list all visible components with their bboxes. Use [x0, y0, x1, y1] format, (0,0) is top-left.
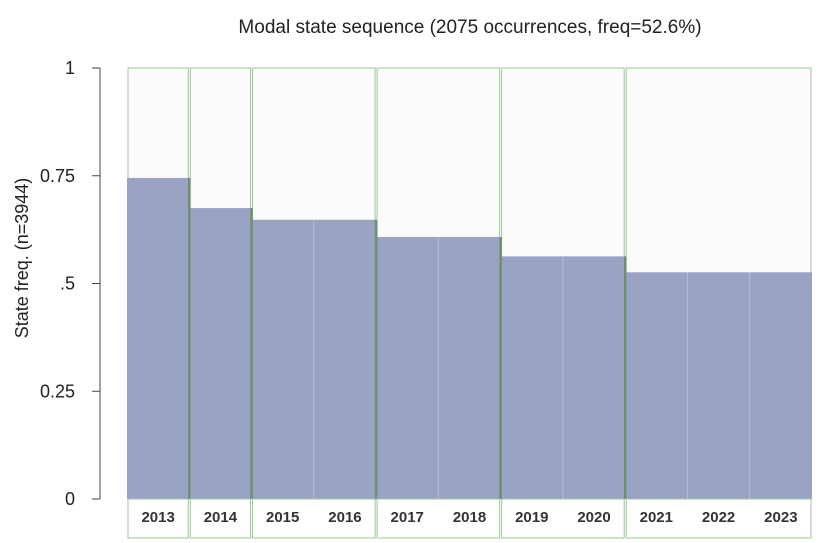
y-tick-label: 1	[65, 58, 75, 78]
x-category-box	[625, 498, 812, 539]
x-tick-label: 2021	[640, 509, 673, 526]
x-category-box	[252, 498, 376, 539]
bar-2020	[562, 256, 626, 499]
y-axis-label: State freq. (n=3944)	[12, 178, 32, 339]
y-axis: 0 0.25 .5 0.75 1	[40, 58, 101, 509]
bar-2017	[376, 236, 439, 499]
x-tick-label: 2019	[515, 509, 548, 526]
y-tick-label: .5	[60, 274, 75, 294]
bar-2016	[313, 219, 377, 499]
bar-2023	[749, 272, 812, 499]
y-tick-label: 0.75	[40, 166, 75, 186]
x-category-box	[127, 498, 189, 539]
x-tick-label: 2022	[702, 509, 735, 526]
x-axis: 2013 2014 2015 2016 2017 2018 2019 2020 2021 2022…	[127, 498, 812, 539]
x-tick-label: 2016	[328, 509, 361, 526]
bar-2021	[625, 272, 688, 499]
bar-2018	[438, 236, 501, 499]
x-category-box	[189, 498, 252, 539]
x-tick-label: 2020	[577, 509, 610, 526]
x-tick-label: 2015	[266, 509, 299, 526]
x-category-box	[376, 498, 501, 539]
bar-2019	[500, 256, 563, 499]
bar-2013	[127, 177, 190, 499]
x-tick-label: 2017	[391, 509, 424, 526]
x-tick-label: 2013	[141, 509, 174, 526]
y-tick-label: 0.25	[40, 381, 75, 401]
bar-2014	[189, 208, 252, 499]
plot-area	[127, 67, 812, 500]
bar-2022	[687, 272, 750, 499]
chart-title: Modal state sequence (2075 occurrences, …	[238, 17, 701, 38]
x-tick-label: 2018	[453, 509, 486, 526]
y-tick-label: 0	[65, 489, 75, 509]
x-tick-label: 2023	[764, 509, 797, 526]
x-tick-label: 2014	[204, 509, 238, 526]
x-category-box	[501, 498, 625, 539]
bar-2015	[251, 219, 314, 499]
